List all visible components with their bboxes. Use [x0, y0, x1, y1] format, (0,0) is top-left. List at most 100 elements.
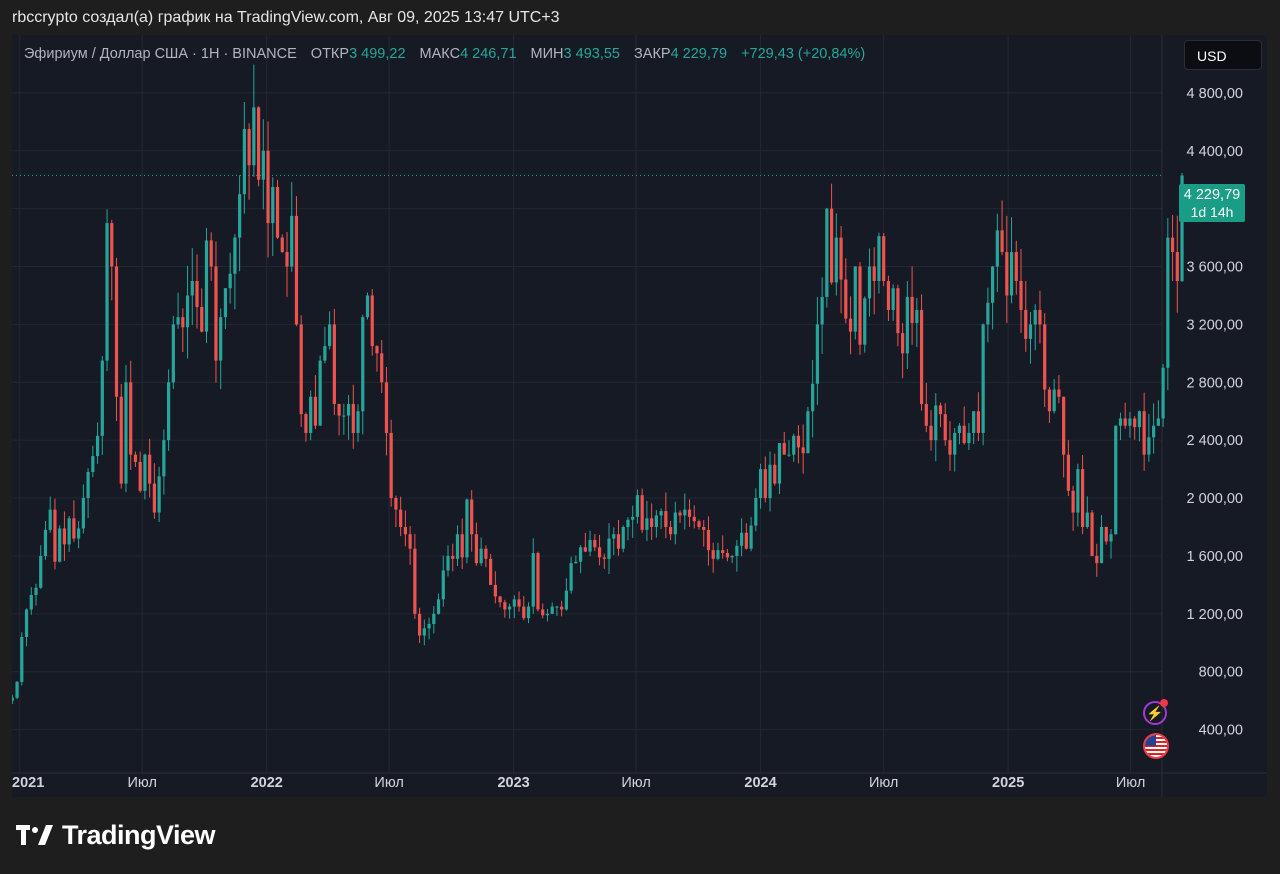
candle-body — [602, 557, 606, 559]
candle-body — [62, 528, 67, 545]
price-tick-label: 3 600,00 — [1187, 260, 1243, 276]
candle-body — [673, 512, 677, 535]
candle-body — [403, 527, 407, 535]
time-tick-label: Июл — [1116, 775, 1145, 791]
candle-body — [678, 512, 682, 516]
us-flag-icon[interactable] — [1143, 733, 1169, 759]
candle-body — [346, 404, 351, 416]
time-tick-label: 2023 — [497, 775, 529, 791]
candle-body — [536, 553, 540, 610]
candle-body — [39, 555, 43, 588]
candle-body — [929, 425, 933, 441]
candle-body — [569, 563, 573, 591]
bolt-icon[interactable]: ⚡ — [1143, 701, 1167, 725]
candle-body — [370, 295, 374, 347]
candle-body — [744, 532, 748, 549]
candle-body — [228, 273, 232, 289]
candle-body — [48, 509, 52, 530]
candle-body — [1043, 324, 1047, 390]
price-tick-label: 800,00 — [1199, 665, 1243, 681]
price-tick-label: 1 200,00 — [1187, 607, 1243, 623]
candle-body — [901, 333, 905, 354]
candle-body — [1104, 527, 1108, 542]
candle-body — [702, 527, 706, 530]
candle-body — [692, 516, 696, 522]
candle-body — [34, 587, 38, 596]
candle-body — [417, 613, 422, 636]
candle-body — [176, 317, 180, 325]
ohlc-legend: Эфириум / Доллар США · 1Н · BINANCE ОТКР… — [24, 46, 875, 62]
candle-body — [844, 279, 848, 319]
candle-body — [15, 681, 19, 698]
candle-body — [124, 382, 128, 484]
candle-body — [687, 509, 692, 517]
candle-body — [114, 266, 119, 397]
candle-body — [204, 240, 209, 332]
candle-body — [1038, 309, 1042, 325]
candle-body — [1076, 469, 1080, 513]
candle-body — [313, 396, 318, 426]
candle-body — [721, 550, 725, 554]
candle-body — [976, 411, 980, 433]
candle-body — [43, 529, 48, 556]
candle-body — [451, 555, 455, 559]
candle-body — [110, 223, 114, 267]
candle-body — [498, 596, 502, 603]
candle-body — [1062, 396, 1066, 455]
candle-body — [427, 623, 431, 629]
candle-body — [1090, 512, 1094, 556]
candle-body — [683, 509, 687, 516]
candle-body — [1147, 437, 1151, 455]
high-value: 4 246,71 — [460, 46, 517, 62]
candle-body — [716, 550, 720, 559]
candle-body — [820, 296, 824, 325]
candle-body — [531, 553, 535, 607]
candle-body — [924, 404, 928, 426]
candle-body — [782, 443, 786, 455]
candle-body — [545, 613, 550, 616]
candle-body — [1066, 454, 1070, 491]
candle-body — [541, 609, 545, 616]
currency-button[interactable]: USD — [1184, 40, 1262, 70]
candle-body — [867, 266, 872, 299]
candle-body — [915, 309, 919, 323]
candle-body — [365, 295, 370, 318]
time-tick-label: 2024 — [744, 775, 776, 791]
candle-body — [834, 237, 838, 283]
candle-body — [1156, 418, 1160, 426]
candle-body — [948, 440, 952, 455]
time-tick-label: 2022 — [251, 775, 283, 791]
candle-body — [1014, 252, 1018, 281]
chart-frame[interactable]: 4 800,004 400,004 000,003 600,003 200,00… — [12, 35, 1267, 797]
symbol-label[interactable]: Эфириум / Доллар США · 1Н · BINANCE — [24, 46, 297, 62]
candle-body — [474, 534, 479, 564]
candle-body — [86, 472, 90, 499]
candle-body — [631, 516, 635, 520]
candle-body — [583, 547, 587, 552]
candle-body — [706, 529, 711, 551]
candlestick-chart[interactable]: 4 800,004 400,004 000,003 600,003 200,00… — [12, 35, 1267, 797]
candle-body — [1109, 534, 1113, 542]
candle-body — [621, 527, 625, 549]
candle-body — [138, 461, 142, 491]
candle-body — [484, 548, 488, 559]
candle-body — [891, 288, 895, 310]
tradingview-logo-icon — [16, 825, 53, 845]
bar-countdown: 1d 14h — [1190, 204, 1234, 220]
candle-body — [1099, 527, 1104, 564]
candle-body — [806, 411, 810, 454]
candle-body — [24, 609, 29, 637]
candle-body — [167, 382, 171, 441]
candle-body — [1024, 309, 1028, 339]
candle-body — [512, 599, 516, 607]
candle-body — [574, 561, 578, 564]
candle-body — [995, 230, 999, 267]
candle-body — [938, 405, 943, 415]
candle-body — [290, 215, 294, 267]
candle-body — [522, 606, 526, 619]
candle-body — [294, 215, 299, 325]
close-label: ЗАКР — [634, 46, 671, 62]
candle-body — [853, 266, 857, 332]
candle-body — [768, 464, 772, 499]
time-tick-label: Июл — [127, 775, 156, 791]
